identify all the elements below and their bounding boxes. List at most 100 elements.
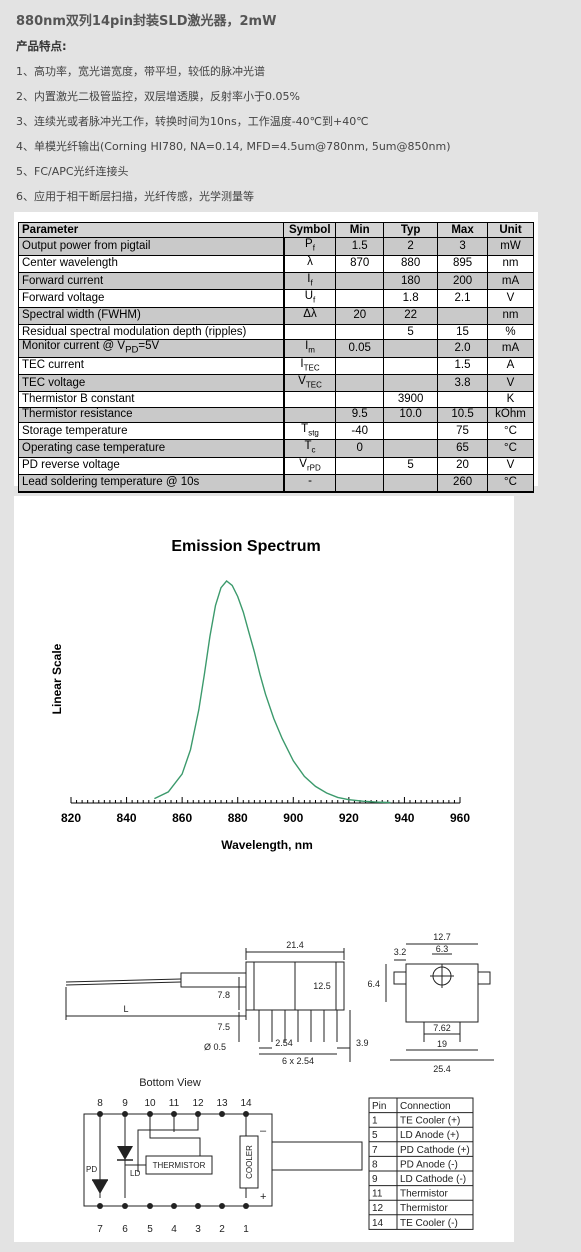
param-cell: TEC voltage — [17, 373, 285, 393]
max-cell: 75 — [437, 421, 488, 441]
spec-table-header: Parameter Symbol Min Typ Max Unit — [17, 221, 534, 239]
typ-cell: 180 — [383, 271, 439, 291]
spec-table-row: Forward current If 180 200 mA — [17, 271, 534, 291]
symbol-subscript: f — [313, 295, 316, 305]
param-cell: Thermistor B constant — [17, 391, 285, 408]
dim-length: 21.4 — [286, 940, 304, 950]
param-text: Forward current — [22, 274, 104, 287]
pin-connection-table: Pin Connection 1 TE Cooler (+) 5 LD Anode (+)… — [368, 1097, 474, 1230]
dim-side-height: 6.4 — [367, 979, 380, 989]
symbol-text: U — [304, 290, 314, 303]
pin-dot — [243, 1203, 249, 1209]
typ-cell — [383, 339, 439, 358]
max-cell: 2.0 — [437, 339, 488, 358]
unit-cell: % — [487, 323, 534, 341]
dimension-drawing: 21.4 12.5 7.8 7.5 Ø 0.5 2.54 6 x 2.54 3.… — [65, 932, 494, 1074]
param-text: Storage temperature — [22, 424, 128, 437]
symbol-text: - — [308, 474, 312, 487]
pin-dot — [195, 1111, 201, 1117]
fiber-boot — [180, 972, 247, 988]
pin-dot — [147, 1203, 153, 1209]
x-tick-label: 860 — [172, 811, 192, 825]
spec-table: Parameter Symbol Min Typ Max Unit Output… — [17, 221, 534, 494]
spec-table-row: Spectral width (FWHM) Δλ 20 22 nm — [17, 306, 534, 325]
y-axis-label: Linear Scale — [50, 643, 64, 714]
emission-spectrum-chart: Emission Spectrum Linear Scale Wavelengt… — [50, 538, 470, 852]
pin-dot — [171, 1111, 177, 1117]
unit-cell: mW — [487, 237, 534, 256]
typ-cell: 5 — [383, 323, 439, 341]
max-cell: 3 — [437, 237, 488, 256]
symbol-subscript: c — [311, 445, 316, 455]
pin-dot — [243, 1111, 249, 1117]
col-header-unit: Unit — [487, 221, 534, 239]
pin-dot — [97, 1111, 103, 1117]
symbol-subscript: rPD — [306, 462, 321, 472]
symbol-cell — [283, 406, 337, 423]
symbol-cell: ITEC — [283, 356, 337, 375]
max-cell: 1.5 — [437, 356, 488, 375]
param-cell: Forward voltage — [17, 289, 285, 308]
pin-dot — [147, 1111, 153, 1117]
symbol-text: λ — [307, 255, 313, 268]
fiber-stub — [271, 1141, 363, 1171]
param-cell: Forward current — [17, 271, 285, 291]
pin-number: 7 — [97, 1224, 103, 1235]
spec-table-row: Center wavelength λ 870 880 895 nm — [17, 254, 534, 273]
spec-table-row: Output power from pigtail Pf 1.5 2 3 mW — [17, 237, 534, 256]
symbol-text: T — [301, 422, 309, 435]
pin-table-pin: 14 — [372, 1218, 384, 1229]
min-cell — [335, 391, 385, 408]
symbol-cell: Tstg — [283, 421, 337, 441]
param-text: Operating case temperature — [22, 441, 166, 454]
page-title: 880nm双列14pin封装SLD激光器，2mW — [16, 14, 277, 29]
x-tick-label: 840 — [117, 811, 137, 825]
min-cell: 1.5 — [335, 237, 385, 256]
max-cell: 895 — [437, 254, 488, 273]
pd-diode-symbol — [92, 1180, 108, 1194]
min-cell: 870 — [335, 254, 385, 273]
feature-item: 6、应用于相干断层扫描，光纤传感，光学测量等 — [16, 190, 254, 203]
max-cell — [437, 391, 488, 408]
x-tick-label: 920 — [339, 811, 359, 825]
feature-item: 2、内置激光二极管监控，双层增透膜，反射率小于0.05% — [16, 90, 300, 103]
symbol-subscript: TEC — [303, 362, 320, 372]
spec-table-row: Operating case temperature Tc 0 65 °C — [17, 439, 534, 458]
spec-table-row: Lead soldering temperature @ 10s - 260 °C — [17, 473, 534, 494]
symbol-cell — [283, 391, 337, 408]
unit-cell: mA — [487, 339, 534, 358]
dim-side-pin: 7.62 — [433, 1023, 451, 1033]
symbol-subscript: f — [310, 278, 313, 288]
pin-dot — [122, 1203, 128, 1209]
spec-table-row: Monitor current @ VPD=5V Im 0.05 2.0 mA — [17, 339, 534, 358]
spec-table-row: Forward voltage Uf 1.8 2.1 V — [17, 289, 534, 308]
min-cell — [335, 289, 385, 308]
symbol-subscript: m — [308, 345, 315, 355]
symbol-text: I — [300, 357, 304, 370]
min-cell — [335, 373, 385, 393]
typ-cell: 2 — [383, 237, 439, 256]
dim-side-top: 12.7 — [433, 932, 451, 942]
symbol-text: I — [307, 272, 311, 285]
x-tick-label: 900 — [283, 811, 303, 825]
pd-label: PD — [86, 1165, 97, 1174]
pin-number: 8 — [97, 1098, 103, 1109]
symbol-subscript: f — [312, 243, 315, 253]
pin-table-connection: PD Cathode (+) — [400, 1145, 470, 1156]
x-tick-label: 960 — [450, 811, 470, 825]
min-cell: -40 — [335, 421, 385, 441]
col-header-symbol: Symbol — [283, 221, 337, 239]
param-text: Thermistor resistance — [22, 408, 133, 421]
param-text: Spectral width (FWHM) — [22, 309, 141, 322]
pin-table-pin: 11 — [372, 1189, 383, 1200]
symbol-text: T — [304, 440, 312, 453]
spec-table-row: TEC current ITEC 1.5 A — [17, 356, 534, 375]
min-cell — [335, 356, 385, 375]
typ-cell — [383, 373, 439, 393]
symbol-cell: Im — [283, 339, 337, 358]
pin-table-pin: 9 — [372, 1174, 378, 1185]
typ-cell: 1.8 — [383, 289, 439, 308]
col-header-parameter: Parameter — [17, 221, 285, 239]
spec-table-row: Thermistor resistance 9.5 10.0 10.5 kOhm — [17, 406, 534, 423]
pin-table-connection: Thermistor — [400, 1189, 448, 1200]
